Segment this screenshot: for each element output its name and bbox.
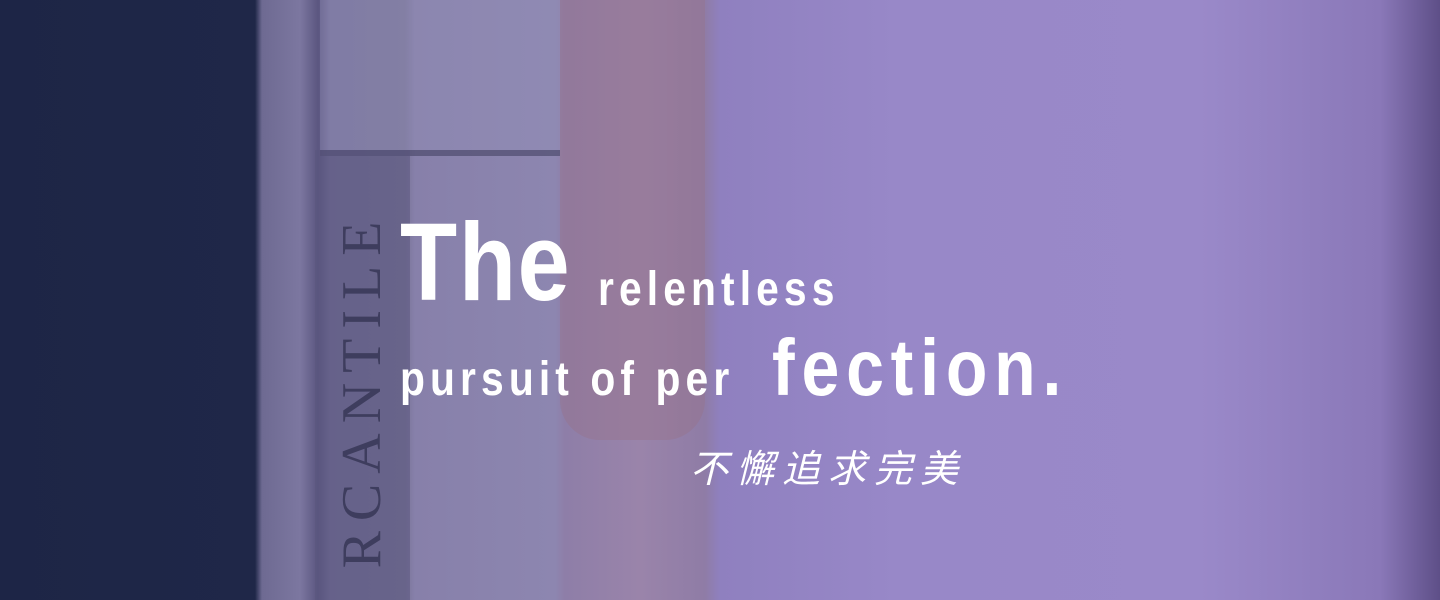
background-beam bbox=[320, 0, 560, 156]
background-label bbox=[315, 150, 410, 600]
headline-word: The bbox=[400, 201, 572, 324]
headline-line: pursuit of per bbox=[400, 353, 735, 406]
subtitle: 不懈追求完美 bbox=[690, 447, 967, 491]
background-text: RCANTILE bbox=[331, 211, 393, 569]
headline-word: relentless bbox=[598, 263, 840, 316]
background-sleeve bbox=[560, 0, 705, 440]
headline-emphasis: fection. bbox=[772, 323, 1069, 412]
